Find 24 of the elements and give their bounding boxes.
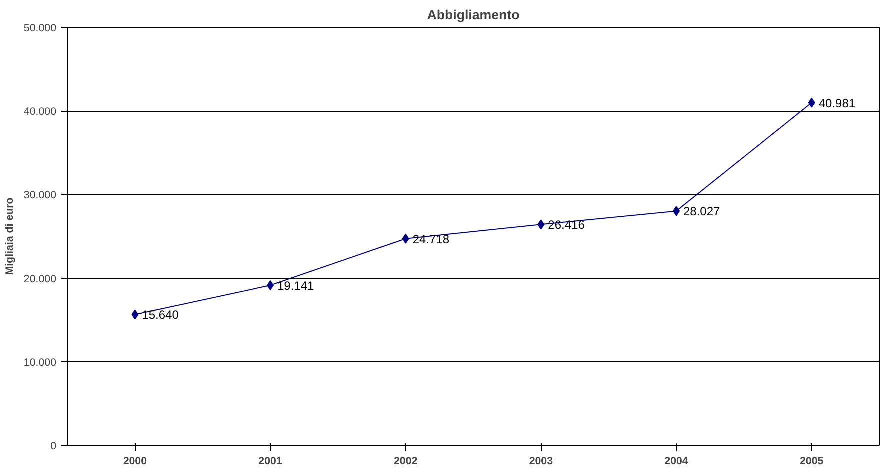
chart-title: Abbigliamento bbox=[427, 8, 520, 22]
x-tick-label: 2002 bbox=[394, 456, 418, 468]
x-tick-label: 2003 bbox=[529, 456, 554, 468]
y-tick-label: 50.000 bbox=[24, 22, 57, 34]
data-label: 24.718 bbox=[412, 232, 450, 246]
point bbox=[402, 234, 410, 244]
x-tick-label: 2001 bbox=[258, 456, 282, 468]
data-label: 40.981 bbox=[818, 96, 856, 110]
point bbox=[808, 98, 816, 108]
data-label: 28.027 bbox=[684, 204, 721, 219]
data-label: 15.640 bbox=[142, 308, 180, 322]
y-tick-label: 20.000 bbox=[24, 273, 57, 286]
y-axis-title: Migliaia di euro bbox=[4, 197, 16, 276]
point bbox=[538, 220, 545, 230]
y-tick-label: 10.000 bbox=[24, 356, 57, 369]
y-tick-label: 0 bbox=[50, 440, 57, 452]
data-label: 26.416 bbox=[548, 218, 586, 232]
x-tick-label: 2004 bbox=[664, 456, 688, 468]
x-tick-label: 2000 bbox=[123, 456, 148, 468]
point bbox=[132, 310, 139, 320]
y-tick-label: 40.000 bbox=[24, 106, 57, 118]
x-tick-label: 2005 bbox=[800, 456, 824, 468]
data-label: 19.141 bbox=[278, 278, 315, 293]
y-tick-label: 30.000 bbox=[24, 190, 57, 202]
